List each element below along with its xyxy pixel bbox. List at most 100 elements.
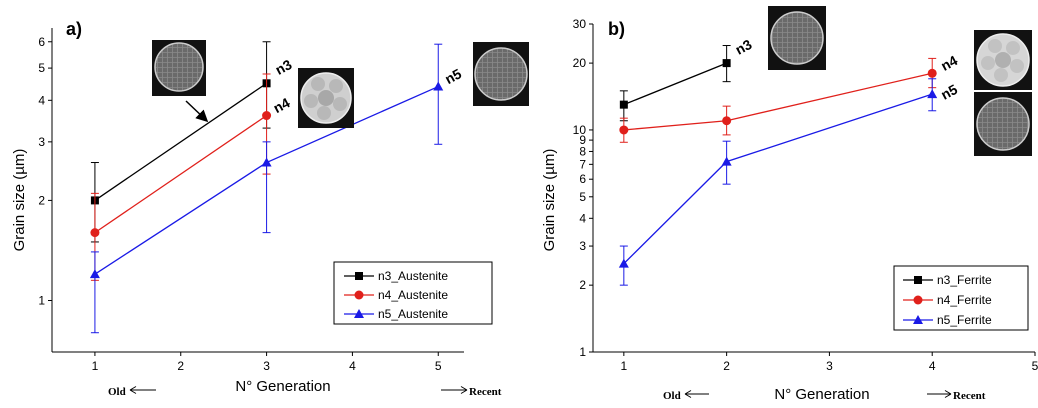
series-line <box>623 93 933 265</box>
x-tick-label: 1 <box>92 359 99 373</box>
x-tick-label: 2 <box>177 359 184 373</box>
y-tick-label: 4 <box>579 211 586 225</box>
data-point <box>927 89 938 99</box>
panel-a-legend: n3_Austenite n4_Austenite n5_Austenite <box>333 261 493 325</box>
micrograph-n4-inset <box>974 30 1032 90</box>
panel-b-x-title: N° Generation <box>774 386 869 403</box>
legend-item: n4_Austenite <box>344 288 448 302</box>
micrograph-pointer-arrow <box>185 100 209 123</box>
legend-label: n3_Ferrite <box>937 273 992 287</box>
series-line <box>623 72 933 131</box>
legend-swatch-marker <box>913 315 923 324</box>
series-end-label: n4 <box>270 94 292 116</box>
panel-b-x-ticks: 1 2 3 4 5 <box>620 352 1038 373</box>
data-point <box>619 125 629 135</box>
legend-label: n5_Austenite <box>378 307 448 321</box>
data-point <box>89 269 100 279</box>
data-point <box>927 68 937 78</box>
legend-item: n5_Ferrite <box>903 313 992 327</box>
legend-swatch-marker <box>354 290 364 300</box>
series-line <box>94 114 267 234</box>
panel-b-legend: n3_Ferrite n4_Ferrite n5_Ferrite <box>893 265 1029 331</box>
panel-a-recent-note: Recent <box>441 386 502 398</box>
y-tick-label: 6 <box>38 35 45 49</box>
y-tick-label: 20 <box>573 56 587 70</box>
series-end-label: n4 <box>938 52 960 74</box>
y-tick-label: 3 <box>579 239 586 253</box>
data-point <box>721 156 732 166</box>
legend-item: n5_Austenite <box>344 307 448 321</box>
y-tick-label: 1 <box>579 345 586 359</box>
x-tick-label: 1 <box>620 359 627 373</box>
panel-a: 1 2 3 4 5 6 1 2 3 4 5 n3 n4 n5 a) Grain size (µm) N… <box>11 19 529 398</box>
legend-item: n4_Ferrite <box>903 293 992 307</box>
legend-swatch-marker <box>355 272 363 280</box>
x-tick-label: 4 <box>349 359 356 373</box>
panel-b-label: b) <box>608 19 625 39</box>
micrograph-n3-inset <box>152 40 206 96</box>
panel-b-recent-text: Recent <box>953 390 986 402</box>
series-end-label: n5 <box>938 81 960 103</box>
series-n5_Ferrite: n5 <box>618 78 960 286</box>
y-tick-label: 10 <box>573 123 587 137</box>
series-n4_Ferrite: n4 <box>619 52 960 143</box>
series-n3_Ferrite: n3 <box>619 36 755 122</box>
series-n4_Austenite: n4 <box>90 73 293 281</box>
data-point <box>262 111 272 121</box>
data-point <box>433 81 444 91</box>
panel-b-old-text: Old <box>663 390 681 402</box>
series-end-label: n3 <box>733 36 755 58</box>
panel-a-recent-text: Recent <box>469 386 502 398</box>
right-arrow-head-icon <box>460 386 468 394</box>
y-tick-label: 7 <box>579 157 586 171</box>
panel-a-old-text: Old <box>108 386 126 398</box>
y-tick-label: 30 <box>573 17 587 31</box>
legend-swatch-marker <box>913 295 923 305</box>
y-tick-label: 3 <box>38 135 45 149</box>
panel-a-x-title: N° Generation <box>235 378 330 395</box>
panel-a-y-ticks: 1 2 3 4 5 6 <box>38 35 52 307</box>
y-tick-label: 4 <box>38 93 45 107</box>
micrograph-n5-inset <box>974 92 1032 156</box>
panel-a-series: n3 n4 n5 <box>89 41 464 334</box>
series-line <box>94 82 267 201</box>
panel-b-old-note: Old <box>663 390 709 402</box>
micrograph-n3-inset <box>768 6 826 70</box>
x-tick-label: 3 <box>263 359 270 373</box>
panel-a-old-note: Old <box>108 386 156 398</box>
y-tick-label: 1 <box>38 293 45 307</box>
legend-label: n3_Austenite <box>378 269 448 283</box>
y-tick-label: 2 <box>579 278 586 292</box>
x-tick-label: 5 <box>435 359 442 373</box>
data-point <box>619 100 628 109</box>
series-end-label: n3 <box>272 56 294 78</box>
y-tick-label: 9 <box>579 133 586 147</box>
micrograph-n5-inset <box>473 42 529 106</box>
right-arrow-head-icon <box>944 390 952 398</box>
y-tick-label: 8 <box>579 144 586 158</box>
y-tick-label: 5 <box>579 190 586 204</box>
data-point <box>722 59 731 68</box>
panel-a-label: a) <box>66 19 82 39</box>
panel-a-x-ticks: 1 2 3 4 5 <box>92 352 442 373</box>
panel-b-recent-note: Recent <box>927 390 986 402</box>
legend-swatch-marker <box>354 309 364 318</box>
data-point <box>722 116 732 126</box>
series-end-label: n5 <box>442 65 464 87</box>
series-line <box>623 62 727 106</box>
data-point <box>618 258 629 268</box>
x-tick-label: 3 <box>826 359 833 373</box>
x-tick-label: 5 <box>1032 359 1038 373</box>
x-tick-label: 4 <box>929 359 936 373</box>
legend-label: n4_Austenite <box>378 288 448 302</box>
y-tick-label: 6 <box>579 172 586 186</box>
legend-label: n4_Ferrite <box>937 293 992 307</box>
legend-item: n3_Austenite <box>344 269 448 283</box>
legend-label: n5_Ferrite <box>937 313 992 327</box>
legend-swatch-marker <box>914 276 922 284</box>
panel-b-y-title: Grain size (µm) <box>541 149 558 252</box>
series-n5_Austenite: n5 <box>89 43 464 334</box>
